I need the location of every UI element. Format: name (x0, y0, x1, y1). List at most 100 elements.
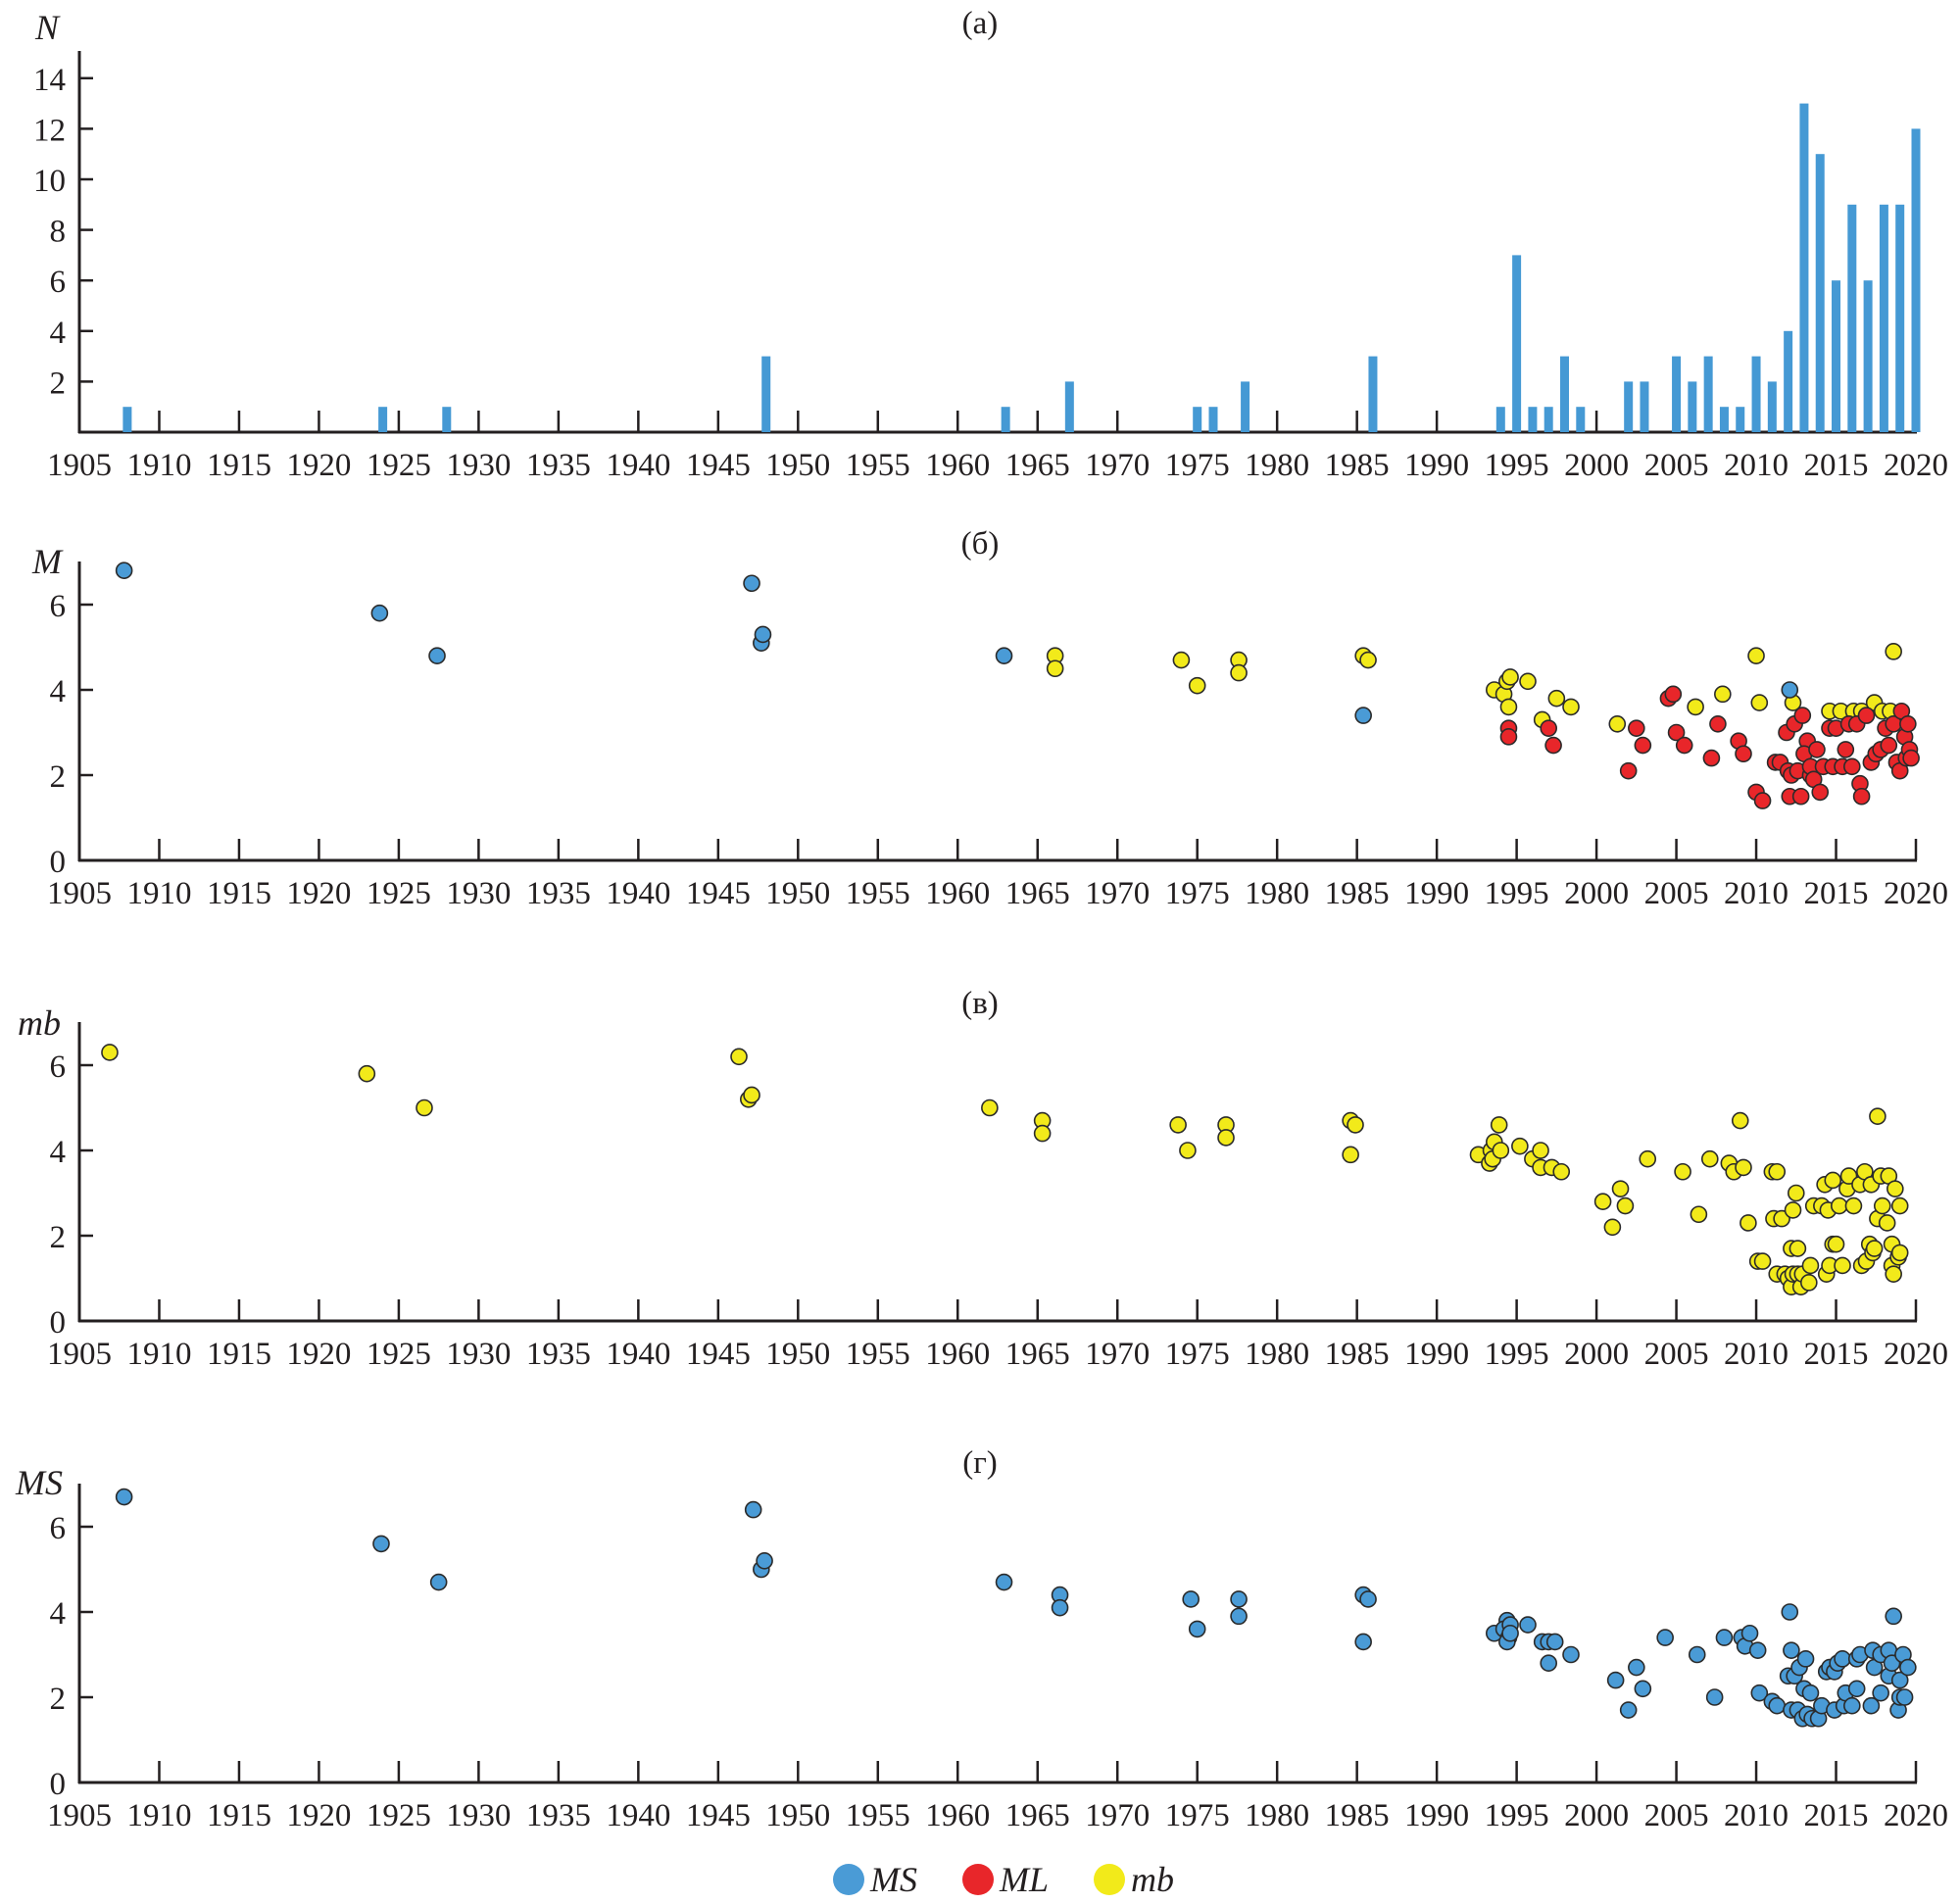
point-mb (1784, 1201, 1802, 1219)
bar (1767, 381, 1777, 432)
point-ms (1354, 1633, 1372, 1651)
x-tick-label: 1940 (606, 448, 670, 483)
point-ms (1895, 1688, 1914, 1706)
panel-c-title: (в) (961, 986, 999, 1021)
y-tick-label: 2 (50, 1220, 67, 1255)
point-mb (1869, 1107, 1886, 1125)
x-tick-label: 1975 (1165, 1337, 1230, 1372)
point-ms (1748, 1641, 1767, 1659)
x-tick-label: 1925 (367, 448, 431, 483)
bar (1815, 154, 1825, 432)
x-tick-label: 1990 (1404, 448, 1469, 483)
point-mb (1674, 1162, 1691, 1181)
point-ms (1796, 1650, 1815, 1668)
point-mb (1885, 643, 1902, 660)
bar (1001, 407, 1010, 432)
panel-b-scatter: (б) M 1905 1910 1915 1920 1925 1930 1935 1940 19… (31, 526, 1948, 911)
point-ms (1619, 1701, 1638, 1719)
x-tick-label: 1970 (1085, 448, 1150, 483)
x-tick-label: 1910 (126, 876, 191, 911)
x-tick-label: 1905 (47, 1337, 112, 1372)
x-tick-label: 2020 (1884, 448, 1948, 483)
point-ms (1847, 1680, 1866, 1698)
x-tick-label: 1920 (286, 876, 351, 911)
x-tick-label: 1995 (1485, 448, 1549, 483)
x-tick-label: 1980 (1245, 1798, 1309, 1833)
point-mb (1552, 1162, 1571, 1181)
y-tick-label: 0 (50, 845, 67, 880)
legend-item-ml: ML (962, 1860, 1049, 1899)
bar (1751, 356, 1761, 432)
bar (1911, 128, 1921, 432)
point-ml (1808, 741, 1826, 758)
x-tick-label: 1990 (1404, 1798, 1469, 1833)
point-mb (1230, 663, 1248, 682)
x-tick-label: 1950 (765, 876, 830, 911)
legend: MS ML mb (833, 1860, 1174, 1899)
x-tick-label: 1920 (286, 1337, 351, 1372)
point-mb (1714, 685, 1732, 704)
y-tick-label: 6 (50, 589, 67, 624)
x-tick-label: 1935 (526, 876, 591, 911)
x-tick-label: 1985 (1325, 448, 1390, 483)
point-ms (1051, 1598, 1069, 1617)
x-tick-label: 1940 (606, 1798, 670, 1833)
x-tick-label: 1980 (1245, 1337, 1309, 1372)
x-tick-label: 1915 (207, 876, 271, 911)
point-mb (1890, 1196, 1909, 1215)
point-ml (1793, 707, 1812, 724)
point-mb (1886, 1180, 1904, 1197)
point-mb (1046, 659, 1064, 678)
bar (122, 407, 132, 432)
point-mb (358, 1064, 376, 1083)
bar (1208, 407, 1218, 432)
x-tick-label: 1955 (846, 876, 910, 911)
point-ml (1634, 736, 1652, 755)
x-tick-label: 1960 (925, 1337, 990, 1372)
point-mb (1824, 1171, 1842, 1190)
x-tick-label: 2000 (1564, 876, 1629, 911)
bar (1528, 407, 1538, 432)
x-tick-label: 1995 (1485, 1337, 1549, 1372)
point-ms (1359, 1590, 1377, 1608)
bar (1624, 381, 1634, 432)
bar (1703, 356, 1713, 432)
point-ms (1705, 1688, 1724, 1706)
point-mb (1611, 1180, 1630, 1197)
point-ms (744, 1500, 762, 1519)
y-tick-label: 2 (50, 759, 67, 795)
point-ms (115, 1488, 133, 1506)
point-mb (1547, 689, 1566, 708)
x-tick-label: 2015 (1804, 876, 1869, 911)
x-tick-label: 1990 (1404, 876, 1469, 911)
point-mb (1359, 651, 1377, 669)
y-tick-label: 14 (33, 63, 66, 98)
point-ms (1781, 1603, 1799, 1621)
point-ms (1519, 1616, 1537, 1634)
x-tick-label: 2000 (1564, 1798, 1629, 1833)
point-ml (1709, 714, 1727, 733)
point-ms (1688, 1645, 1706, 1664)
x-tick-label: 1960 (925, 448, 990, 483)
x-tick-label: 1970 (1085, 1798, 1150, 1833)
point-ms (743, 574, 760, 593)
panel-d-y-axis-label: MS (15, 1463, 63, 1502)
y-tick-label: 2 (50, 366, 67, 401)
x-tick-label: 1965 (1005, 448, 1070, 483)
x-tick-label: 1930 (446, 448, 511, 483)
legend-label-ms: MS (869, 1860, 917, 1899)
x-tick-label: 1975 (1165, 876, 1230, 911)
point-ms (1188, 1620, 1206, 1638)
x-tick-label: 1945 (686, 876, 751, 911)
point-ms (1540, 1654, 1557, 1672)
point-ms (1606, 1671, 1625, 1689)
point-ms (1182, 1590, 1200, 1608)
point-ms (1740, 1624, 1759, 1642)
point-ml (1702, 749, 1721, 767)
x-tick-label: 1915 (207, 1337, 271, 1372)
point-ml (1899, 714, 1917, 733)
x-tick-label: 1985 (1325, 876, 1390, 911)
x-tick-label: 1975 (1165, 448, 1230, 483)
point-ms (1354, 707, 1372, 724)
legend-marker-ms (833, 1864, 864, 1895)
